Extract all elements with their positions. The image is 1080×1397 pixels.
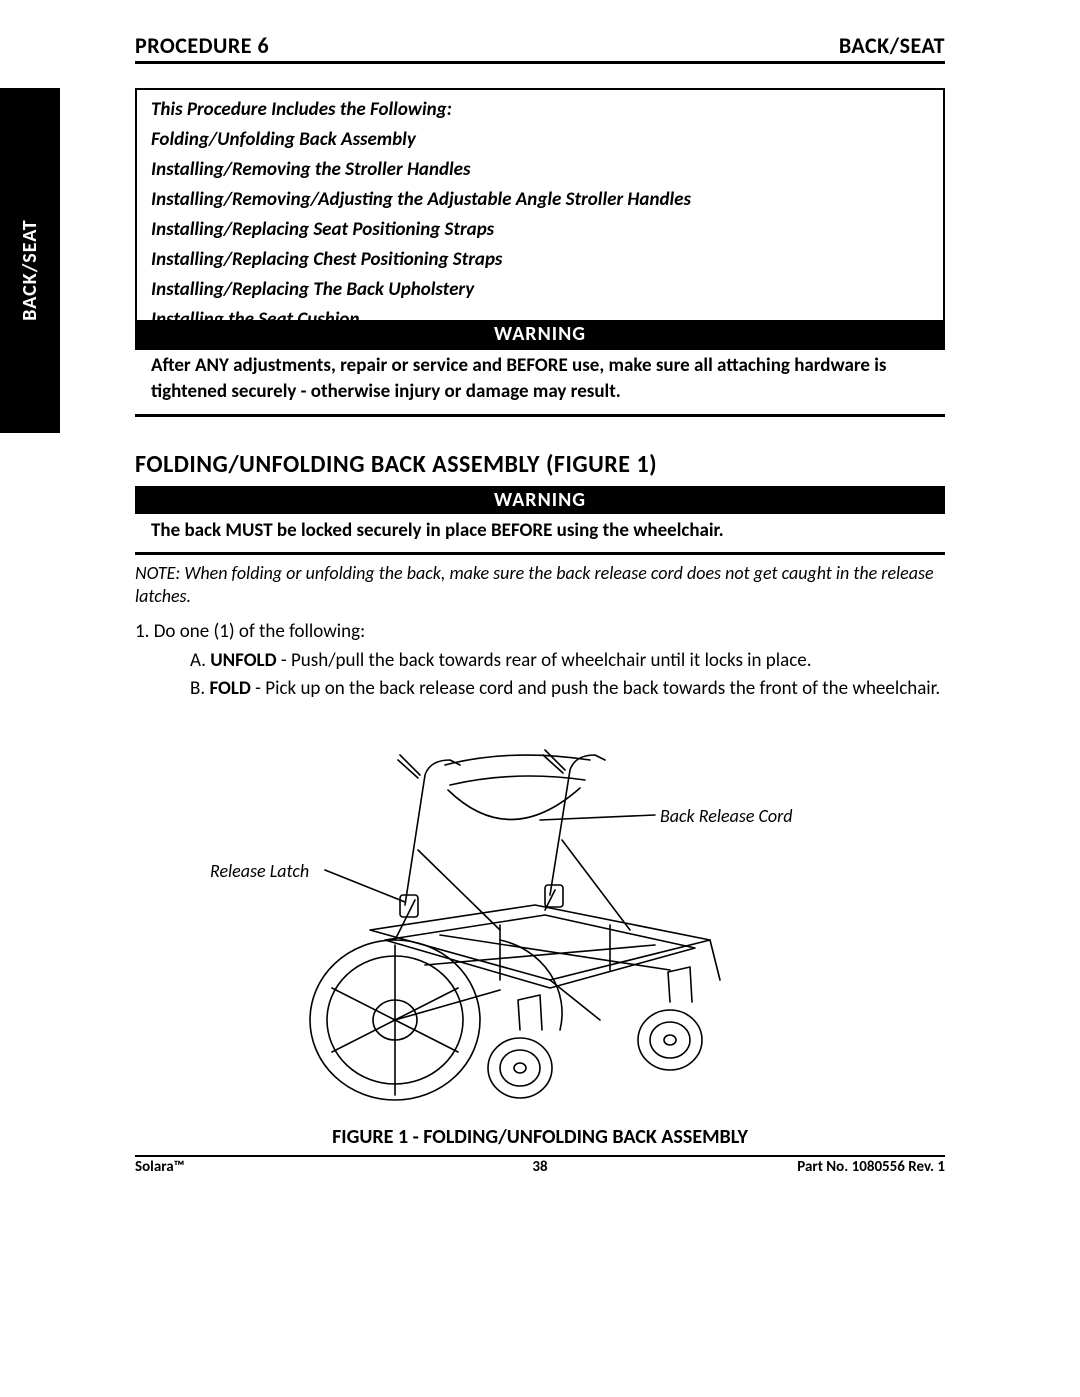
contents-lead: This Procedure Includes the Following:	[151, 98, 929, 121]
step-1b-rest: - Pick up on the back release cord and p…	[251, 677, 940, 700]
footer-left: Solara™	[135, 1158, 184, 1176]
step-1: 1. Do one (1) of the following:	[135, 620, 945, 643]
contents-item: Installing/Replacing Seat Positioning St…	[151, 218, 929, 241]
contents-item: Installing/Replacing Chest Positioning S…	[151, 248, 929, 271]
step-1a-rest: - Push/pull the back towards rear of whe…	[277, 649, 812, 672]
warning-text-2: The back MUST be locked securely in plac…	[135, 513, 945, 555]
header-right: BACK/SEAT	[839, 32, 945, 59]
side-tab: BACK/SEAT	[0, 88, 60, 433]
contents-item: Installing/Removing the Stroller Handles	[151, 158, 929, 181]
warning-bar-1: WARNING	[135, 320, 945, 348]
callout-back-release-cord: Back Release Cord	[660, 805, 793, 827]
figure-caption: FIGURE 1 - FOLDING/UNFOLDING BACK ASSEMB…	[135, 1125, 945, 1149]
step-1b: B. FOLD - Pick up on the back release co…	[190, 676, 950, 702]
contents-item: Installing/Removing/Adjusting the Adjust…	[151, 188, 929, 211]
footer-right: Part No. 1080556 Rev. 1	[797, 1158, 945, 1176]
step-1b-bold: FOLD	[209, 677, 250, 700]
callout-release-latch: Release Latch	[210, 860, 309, 882]
figure-1: Release Latch Back Release Cord	[200, 730, 880, 1110]
header-left: PROCEDURE 6	[135, 32, 269, 59]
step-1a: A. UNFOLD - Push/pull the back towards r…	[190, 648, 950, 674]
step-1a-bold: UNFOLD	[210, 649, 276, 672]
step-1b-prefix: B.	[190, 677, 209, 700]
wheelchair-diagram	[200, 730, 880, 1110]
warning-bar-2: WARNING	[135, 486, 945, 514]
side-tab-label: BACK/SEAT	[18, 210, 42, 330]
contents-box: This Procedure Includes the Following: F…	[135, 88, 945, 350]
contents-item: Installing/Replacing The Back Upholstery	[151, 278, 929, 301]
page: PROCEDURE 6 BACK/SEAT BACK/SEAT This Pro…	[0, 0, 1080, 1397]
note-text: NOTE: When folding or unfolding the back…	[135, 562, 945, 609]
contents-item: Folding/Unfolding Back Assembly	[151, 128, 929, 151]
warning-text-1: After ANY adjustments, repair or service…	[135, 347, 945, 417]
footer-rule	[135, 1155, 945, 1157]
step-1a-prefix: A.	[190, 649, 210, 672]
header-row: PROCEDURE 6 BACK/SEAT	[135, 32, 945, 64]
footer: Solara™ 38 Part No. 1080556 Rev. 1	[135, 1158, 945, 1176]
footer-page-number: 38	[532, 1158, 547, 1176]
section-title: FOLDING/UNFOLDING BACK ASSEMBLY (FIGURE …	[135, 450, 945, 479]
